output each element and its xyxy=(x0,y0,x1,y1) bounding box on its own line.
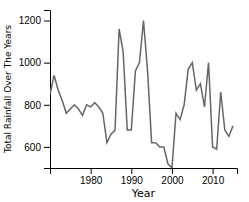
x-axis-title: Year xyxy=(131,187,156,200)
y-tick: 600 xyxy=(24,142,50,153)
line xyxy=(50,21,233,168)
x-tick-label: 1990 xyxy=(121,175,144,186)
x-tick: 2000 xyxy=(161,168,184,186)
x-axis-line xyxy=(51,169,238,175)
marks xyxy=(50,21,233,168)
x-tick-label: 2000 xyxy=(161,175,184,186)
y-axis-line xyxy=(44,11,51,169)
y-tick-mark xyxy=(44,147,50,148)
x-tick-mark xyxy=(213,168,214,174)
y-tick-label: 600 xyxy=(24,142,41,153)
y-tick: 1200 xyxy=(19,15,50,26)
y-tick-mark xyxy=(44,21,50,22)
y-tick-label: 1000 xyxy=(19,57,42,68)
x-tick: 1990 xyxy=(121,168,144,186)
y-tick: 800 xyxy=(24,100,50,111)
x-tick: 2010 xyxy=(202,168,225,186)
y-tick-label: 1200 xyxy=(19,15,42,26)
y-tick-mark xyxy=(44,63,50,64)
y-tick-mark xyxy=(44,105,50,106)
y-axis: 600 800 1000 1200 xyxy=(19,11,51,169)
x-tick-mark xyxy=(131,168,132,174)
x-tick-label: 2010 xyxy=(202,175,225,186)
x-tick-mark xyxy=(91,168,92,174)
y-tick: 1000 xyxy=(19,57,50,68)
x-axis: 1980 1990 2000 2010 xyxy=(51,168,238,186)
y-tick-label: 800 xyxy=(24,100,41,111)
x-tick-mark xyxy=(172,168,173,174)
y-axis-title: Total Rainfall Over The Years xyxy=(3,25,13,154)
plot: 1980 1990 2000 2010 600 800 1000 1200 xyxy=(19,11,238,187)
x-tick: 1980 xyxy=(80,168,103,186)
chart: 1980 1990 2000 2010 600 800 1000 1200 Year Total … xyxy=(0,0,249,202)
x-tick-label: 1980 xyxy=(80,175,103,186)
